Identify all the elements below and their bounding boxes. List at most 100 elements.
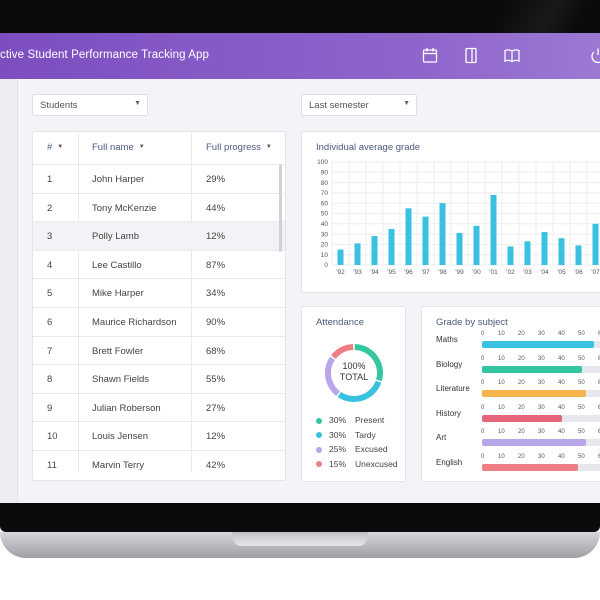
axis-tick-label: 10 (498, 454, 505, 460)
left-sidebar-edge (0, 79, 18, 503)
table-row[interactable]: 3 Polly Lamb 12% (33, 221, 285, 250)
student-name: Marvin Terry (92, 460, 145, 471)
legend-percent: 25% (329, 444, 347, 454)
table-row[interactable]: 7 Brett Fowler 68% (33, 335, 285, 365)
grade-bar[interactable] (507, 246, 514, 265)
subject-bar[interactable] (482, 464, 578, 471)
average-grade-panel: Individual average grade 100 90 80 70 60 50 40… (301, 131, 600, 293)
subject-bar[interactable] (482, 341, 594, 348)
axis-tick-label: 60 (598, 355, 600, 362)
subject-label: Literature (436, 384, 470, 394)
x-tick-label: '98 (438, 269, 447, 276)
attendance-legend-item: 25% Excused (316, 444, 388, 454)
subject-bar[interactable] (482, 390, 586, 398)
students-dropdown[interactable]: Students ▼ (32, 94, 148, 116)
table-row[interactable]: 2 Tony McKenzie 44% (33, 192, 285, 222)
table-row[interactable]: 10 Louis Jensen 12% (33, 421, 285, 450)
period-dropdown-label: Last semester (309, 100, 369, 111)
grade-bar[interactable] (337, 249, 344, 265)
student-progress: 90% (206, 317, 226, 328)
x-tick-label: '97 (421, 269, 430, 276)
legend-percent: 30% (329, 415, 347, 425)
grade-bar[interactable] (354, 243, 361, 265)
table-row[interactable]: 4 Lee Castillo 87% (33, 249, 285, 279)
table-row[interactable]: 1 John Harper 29% (33, 164, 285, 193)
grade-bar[interactable] (575, 245, 582, 265)
y-tick-label: 0 (324, 262, 328, 269)
grade-bar[interactable] (541, 232, 548, 265)
subject-bar[interactable] (482, 365, 582, 373)
student-progress: 29% (206, 174, 226, 185)
row-number: 8 (47, 374, 53, 386)
axis-tick-label: 60 (598, 429, 600, 436)
grade-bar[interactable] (592, 223, 599, 265)
x-tick-label: '95 (387, 269, 396, 276)
student-progress: 27% (206, 402, 226, 414)
student-progress: 55% (206, 374, 226, 386)
grade-bar[interactable] (405, 208, 412, 265)
legend-percent: 30% (329, 429, 347, 440)
table-row[interactable]: 8 Shawn Fields 55% (33, 364, 285, 393)
axis-tick-label: 50 (578, 429, 585, 436)
student-progress: 42% (206, 460, 226, 471)
donut-slice[interactable] (337, 380, 382, 402)
attendance-title: Attendance (316, 317, 365, 328)
table-row[interactable]: 5 Mike Harper 34% (33, 278, 285, 307)
table-scrollbar[interactable] (279, 164, 282, 252)
grade-bar[interactable] (439, 203, 446, 265)
column-header-full-progress[interactable]: Full progress ▼ (206, 142, 272, 153)
period-dropdown[interactable]: Last semester ▼ (301, 94, 417, 116)
subject-label: English (436, 458, 463, 467)
grade-bar[interactable] (473, 225, 480, 265)
table-row[interactable]: 11 Marvin Terry 42% (33, 450, 285, 479)
average-grade-title: Individual average grade (316, 142, 421, 153)
grade-bar[interactable] (490, 194, 497, 265)
donut-slice[interactable] (325, 356, 341, 396)
grade-bar[interactable] (456, 233, 463, 265)
y-tick-label: 40 (321, 221, 329, 228)
y-tick-label: 50 (321, 211, 329, 218)
column-header-number[interactable]: # ▼ (47, 142, 64, 153)
y-tick-label: 10 (321, 252, 329, 259)
open-book-icon[interactable] (504, 47, 520, 64)
donut-slice[interactable] (331, 344, 354, 360)
axis-tick-label: 20 (518, 380, 525, 387)
axis-tick-label: 50 (578, 454, 585, 460)
subject-bar[interactable] (482, 439, 586, 447)
grade-by-subject-title: Grade by subject (436, 317, 508, 328)
row-number: 6 (47, 317, 53, 328)
grade-bar[interactable] (558, 238, 565, 265)
legend-dot (316, 446, 322, 453)
subject-bar[interactable] (482, 414, 562, 422)
grade-bar[interactable] (524, 241, 531, 265)
axis-tick-label: 0 (481, 429, 485, 436)
axis-tick-label: 50 (578, 331, 585, 337)
y-tick-label: 30 (321, 231, 329, 238)
student-name: Mike Harper (92, 288, 144, 300)
grade-bar[interactable] (388, 228, 395, 265)
axis-tick-label: 30 (538, 429, 545, 436)
x-tick-label: '99 (455, 269, 464, 276)
donut-slice[interactable] (354, 344, 383, 382)
subject-label: Biology (436, 359, 463, 369)
table-row[interactable]: 6 Maurice Richardson 90% (33, 307, 285, 336)
axis-tick-label: 0 (481, 454, 485, 460)
x-tick-label: '03 (523, 269, 532, 276)
y-tick-label: 60 (321, 200, 329, 207)
legend-percent: 15% (329, 458, 347, 469)
attendance-legend-item: 30% Tardy (316, 430, 376, 440)
grade-bar[interactable] (371, 236, 378, 265)
book-page-icon[interactable] (463, 47, 479, 64)
subject-bar-track (482, 414, 600, 422)
axis-tick-label: 40 (558, 355, 565, 362)
table-row[interactable]: 9 Julian Roberson 27% (33, 392, 285, 422)
axis-tick-label: 20 (518, 454, 525, 460)
row-number: 10 (47, 431, 58, 443)
axis-tick-label: 30 (538, 355, 545, 362)
grade-bar[interactable] (422, 216, 429, 265)
power-icon[interactable] (590, 47, 600, 64)
column-header-full-name[interactable]: Full name ▼ (92, 142, 145, 153)
subject-bar-track (482, 341, 600, 348)
app-header: ctive Student Performance Tracking App (0, 33, 600, 79)
calendar-icon[interactable] (422, 47, 438, 64)
